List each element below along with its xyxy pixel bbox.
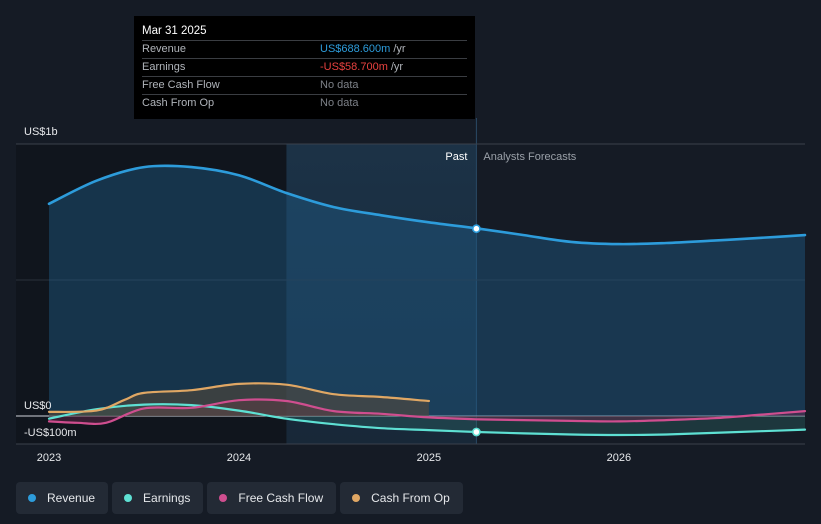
legend-label: Free Cash Flow	[238, 491, 324, 505]
legend-label: Earnings	[143, 491, 191, 505]
y-tick-label: -US$100m	[24, 427, 77, 439]
legend-dot-icon	[124, 494, 133, 502]
earnings-line	[47, 403, 807, 437]
tooltip-label: Revenue	[142, 43, 187, 55]
cash-from-op-line	[47, 382, 430, 414]
revenue-line	[47, 164, 807, 246]
free-cash-flow-line	[47, 398, 807, 426]
tooltip-unit: /yr	[393, 43, 406, 55]
tooltip-value: -US$58.700m	[320, 61, 388, 73]
legend-dot-icon	[219, 494, 228, 502]
tooltip-label: Cash From Op	[142, 97, 215, 109]
legend-dot-icon	[28, 494, 36, 502]
legend-item-free-cash-flow[interactable]: Free Cash Flow	[207, 482, 337, 514]
tooltip-label: Free Cash Flow	[142, 79, 220, 91]
revenue-area	[49, 165, 805, 416]
revenue-marker	[471, 224, 481, 234]
legend-item-earnings[interactable]: Earnings	[112, 482, 204, 514]
tooltip-value: US$688.600m	[320, 43, 391, 55]
legend-dot-icon	[352, 494, 361, 502]
x-tick-label: 2023	[37, 452, 61, 464]
tooltip-date: Mar 31 2025	[142, 25, 207, 37]
legend-label: Cash From Op	[371, 491, 450, 505]
x-tick-label: 2024	[227, 452, 251, 464]
earnings-marker	[471, 427, 481, 437]
tooltip-row-free-cash-flow: Free Cash Flow No data	[142, 76, 467, 94]
legend-item-cash-from-op[interactable]: Cash From Op	[340, 482, 463, 514]
tooltip-row-cash-from-op: Cash From Op No data	[142, 94, 467, 112]
tooltip-label: Earnings	[142, 61, 186, 73]
y-tick-label: US$0	[24, 400, 52, 412]
x-tick-label: 2026	[607, 452, 631, 464]
tooltip-value: No data	[320, 79, 359, 91]
legend-item-revenue[interactable]: Revenue	[16, 482, 109, 514]
tooltip-row-revenue: Revenue US$688.600m /yr	[142, 40, 467, 58]
past-label: Past	[445, 151, 467, 163]
tooltip-value: No data	[320, 97, 359, 109]
legend: Revenue Earnings Free Cash Flow Cash Fro…	[16, 482, 463, 514]
legend-label: Revenue	[47, 491, 96, 505]
tooltip-row-earnings: Earnings -US$58.700m /yr	[142, 58, 467, 76]
forecast-label: Analysts Forecasts	[483, 151, 576, 163]
tooltip: Mar 31 2025 Revenue US$688.600m /yr Earn…	[134, 16, 475, 119]
y-tick-label: US$1b	[24, 126, 58, 138]
tooltip-unit: /yr	[390, 61, 404, 73]
x-tick-label: 2025	[417, 452, 441, 464]
